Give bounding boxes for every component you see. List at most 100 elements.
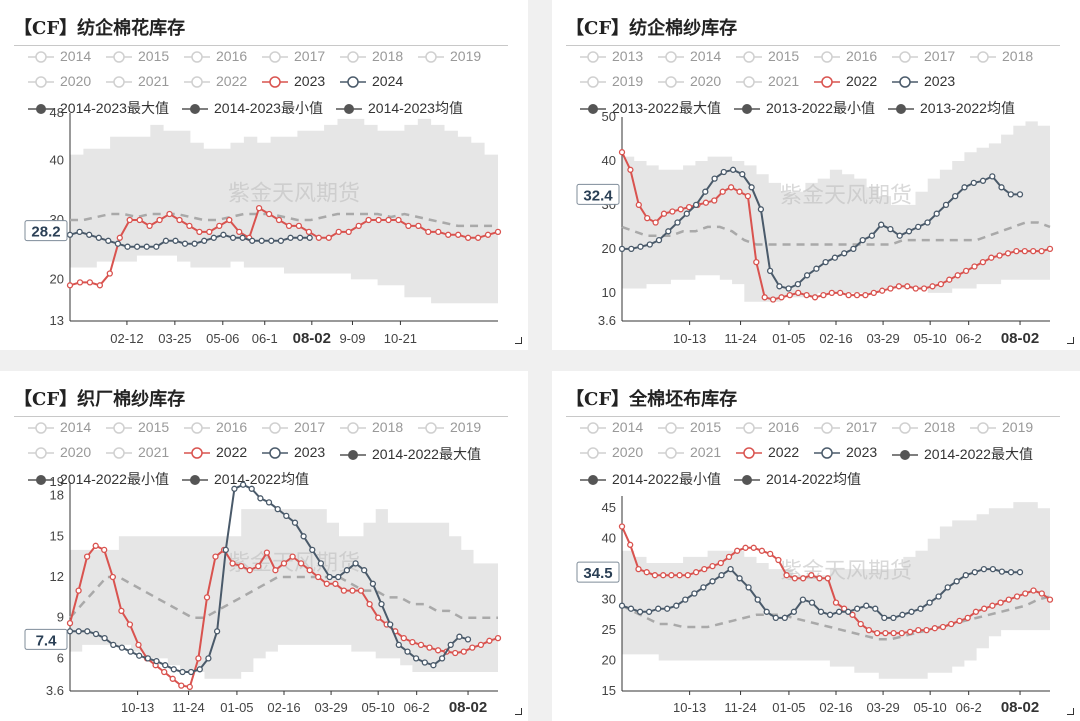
legend-item[interactable]: 2014 bbox=[578, 419, 643, 435]
legend-label: 2021 bbox=[768, 73, 800, 89]
data-point bbox=[979, 177, 987, 184]
data-point bbox=[126, 621, 134, 628]
data-point bbox=[1013, 247, 1020, 255]
data-point bbox=[997, 599, 1004, 606]
legend-item[interactable]: 2014 bbox=[656, 48, 721, 64]
legend-item[interactable]: 2023 bbox=[812, 444, 877, 460]
data-point bbox=[799, 575, 807, 582]
legend-item[interactable]: 2015 bbox=[104, 48, 169, 64]
legend-item[interactable]: 2024 bbox=[338, 73, 403, 89]
legend-item[interactable]: 2019 bbox=[578, 73, 643, 89]
data-point bbox=[216, 222, 223, 230]
legend-item[interactable]: 2017 bbox=[260, 419, 325, 435]
data-point bbox=[998, 568, 1006, 575]
legend-item[interactable]: 2021 bbox=[104, 444, 169, 460]
legend-dot-icon bbox=[580, 104, 606, 115]
legend-item[interactable]: 2014-2023均值 bbox=[334, 98, 463, 118]
resize-corner-icon[interactable] bbox=[1067, 337, 1074, 344]
legend-line-marker-icon bbox=[262, 422, 288, 435]
data-point bbox=[683, 210, 690, 217]
current-value-badge bbox=[24, 220, 68, 242]
legend-item[interactable]: 2018 bbox=[338, 419, 403, 435]
legend-item[interactable]: 2020 bbox=[26, 73, 91, 89]
legend-item[interactable]: 2015 bbox=[104, 419, 169, 435]
x-tick-label: 03-29 bbox=[866, 700, 899, 715]
data-point bbox=[315, 573, 322, 581]
legend-label: 2014 bbox=[690, 48, 722, 64]
data-point bbox=[841, 250, 848, 257]
data-point bbox=[643, 569, 650, 576]
legend-item[interactable]: 2017 bbox=[260, 48, 325, 64]
legend-item[interactable]: 2018 bbox=[968, 48, 1033, 64]
data-point bbox=[494, 228, 502, 236]
data-point bbox=[816, 575, 823, 582]
legend-item[interactable]: 2016 bbox=[182, 419, 247, 435]
data-point bbox=[395, 641, 402, 649]
legend-item[interactable]: 2018 bbox=[338, 48, 403, 64]
data-point bbox=[340, 587, 348, 594]
x-tick-label: 08-02 bbox=[1001, 330, 1039, 347]
legend-item[interactable]: 2018 bbox=[890, 419, 955, 435]
legend-item[interactable]: 2014-2022最小值 bbox=[26, 469, 169, 489]
legend-item[interactable]: 2016 bbox=[734, 419, 799, 435]
legend-item[interactable]: 2023 bbox=[260, 444, 325, 460]
legend-item[interactable]: 2023 bbox=[890, 73, 955, 89]
legend-item[interactable]: 2023 bbox=[260, 73, 325, 89]
legend-item[interactable]: 2021 bbox=[734, 73, 799, 89]
legend-item[interactable]: 2015 bbox=[734, 48, 799, 64]
legend-label: 2020 bbox=[60, 444, 92, 460]
resize-corner-icon[interactable] bbox=[515, 708, 522, 715]
legend-item[interactable]: 2022 bbox=[182, 73, 247, 89]
legend-item[interactable]: 2014-2022均值 bbox=[732, 469, 861, 489]
legend-item[interactable]: 2014-2022最大值 bbox=[338, 444, 481, 464]
y-tick-label: 3.6 bbox=[598, 313, 616, 328]
x-tick-label: 01-05 bbox=[220, 700, 253, 715]
data-point bbox=[161, 668, 168, 676]
legend-item[interactable]: 2017 bbox=[890, 48, 955, 64]
legend-item[interactable]: 2014 bbox=[26, 48, 91, 64]
legend-item[interactable]: 2021 bbox=[656, 444, 721, 460]
legend-dot-icon bbox=[182, 104, 208, 115]
data-point bbox=[898, 629, 905, 637]
legend-item[interactable]: 2022 bbox=[734, 444, 799, 460]
data-point bbox=[205, 655, 212, 662]
legend-item[interactable]: 2022 bbox=[812, 73, 877, 89]
legend-item[interactable]: 2014-2022均值 bbox=[180, 469, 309, 489]
resize-corner-icon[interactable] bbox=[515, 337, 522, 344]
legend-label: 2022 bbox=[216, 73, 248, 89]
resize-corner-icon[interactable] bbox=[1067, 708, 1074, 715]
legend-item[interactable]: 2020 bbox=[656, 73, 721, 89]
legend-item[interactable]: 2016 bbox=[812, 48, 877, 64]
legend-line-marker-icon bbox=[340, 51, 366, 64]
legend-item[interactable]: 2016 bbox=[182, 48, 247, 64]
data-point bbox=[287, 234, 294, 241]
data-point bbox=[127, 648, 134, 655]
y-tick-label: 40 bbox=[602, 153, 616, 168]
legend-item[interactable]: 2022 bbox=[182, 444, 247, 460]
data-point bbox=[868, 232, 876, 239]
data-point bbox=[926, 599, 933, 606]
legend-item[interactable]: 2019 bbox=[416, 419, 481, 435]
legend-item[interactable]: 2021 bbox=[104, 73, 169, 89]
legend-item[interactable]: 2014-2023最大值 bbox=[26, 98, 169, 118]
legend-item[interactable]: 2013 bbox=[578, 48, 643, 64]
legend-item[interactable]: 2019 bbox=[968, 419, 1033, 435]
panel-title: 【CF】纺企棉花库存 bbox=[14, 18, 186, 39]
legend-item[interactable]: 2013-2022均值 bbox=[886, 98, 1015, 118]
data-point bbox=[742, 544, 749, 551]
legend-item[interactable]: 2014-2023最小值 bbox=[180, 98, 323, 118]
y-tick-label: 15 bbox=[50, 528, 64, 543]
legend-item[interactable]: 2014-2022最大值 bbox=[890, 444, 1033, 464]
legend-item[interactable]: 2013-2022最小值 bbox=[732, 98, 875, 118]
legend-line-marker-icon bbox=[184, 76, 210, 89]
legend-item[interactable]: 2015 bbox=[656, 419, 721, 435]
legend-item[interactable]: 2020 bbox=[578, 444, 643, 460]
legend-item[interactable]: 2020 bbox=[26, 444, 91, 460]
legend-item[interactable]: 2014 bbox=[26, 419, 91, 435]
data-point bbox=[882, 629, 889, 637]
legend-item[interactable]: 2013-2022最大值 bbox=[578, 98, 721, 118]
data-point bbox=[326, 573, 333, 581]
legend-item[interactable]: 2017 bbox=[812, 419, 877, 435]
legend-item[interactable]: 2019 bbox=[416, 48, 481, 64]
legend-item[interactable]: 2014-2022最小值 bbox=[578, 469, 721, 489]
